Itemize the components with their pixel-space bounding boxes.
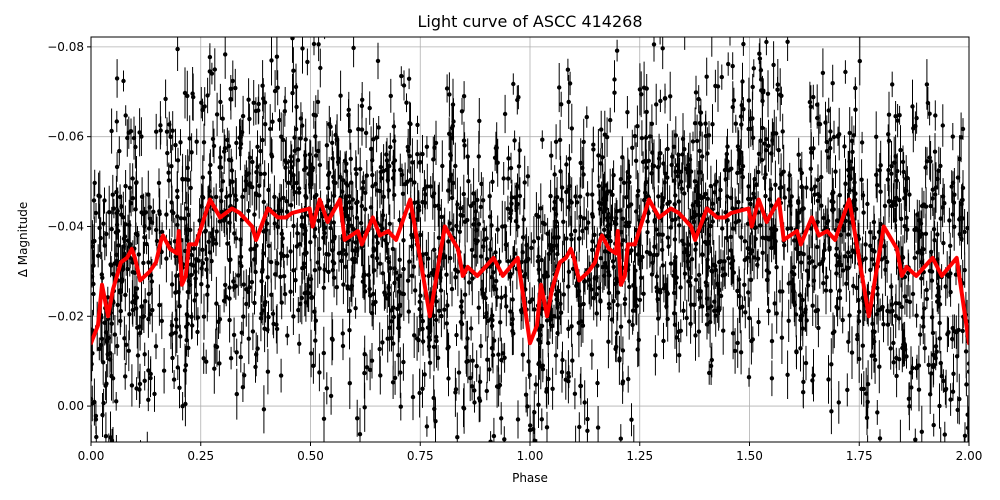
x-tick-label: 1.50 [736, 449, 763, 463]
x-tick-label: 1.00 [517, 449, 544, 463]
y-axis-ticks: −0.08 −0.06 −0.04 −0.02 0.00 [47, 40, 91, 413]
x-tick-label: 0.25 [187, 449, 214, 463]
y-tick-label: −0.04 [47, 219, 84, 233]
y-tick-label: −0.06 [47, 130, 84, 144]
x-tick-label: 0.00 [78, 449, 105, 463]
model-curve [91, 197, 969, 346]
x-tick-label: 1.75 [846, 449, 873, 463]
x-tick-label: 1.25 [626, 449, 653, 463]
y-tick-label: −0.08 [47, 40, 84, 54]
x-axis-label: Phase [512, 471, 548, 485]
x-tick-label: 0.75 [407, 449, 434, 463]
y-axis-label: Δ Magnitude [16, 202, 30, 278]
y-tick-label: 0.00 [57, 399, 84, 413]
x-tick-label: 0.50 [297, 449, 324, 463]
y-tick-label: −0.02 [47, 309, 84, 323]
x-axis-ticks: 0.00 0.25 0.50 0.75 1.00 1.25 1.50 1.75 2.00 [78, 442, 983, 463]
chart-title: Light curve of ASCC 414268 [417, 12, 643, 31]
x-tick-label: 2.00 [956, 449, 983, 463]
